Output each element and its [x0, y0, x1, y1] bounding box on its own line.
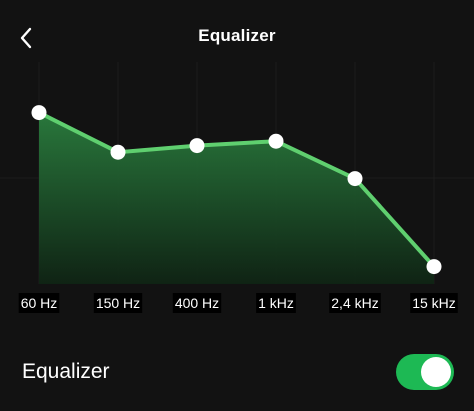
band-label: 400 Hz — [172, 293, 222, 313]
band-label-backdrop — [93, 293, 143, 313]
band-label: 150 Hz — [93, 293, 143, 313]
band-label-backdrop — [18, 293, 60, 313]
equalizer-toggle-row: Equalizer — [0, 338, 474, 411]
band-label-backdrop — [410, 293, 458, 313]
toggle-knob — [421, 357, 451, 387]
page-title: Equalizer — [198, 26, 276, 45]
equalizer-toggle-label: Equalizer — [22, 360, 110, 383]
equalizer-chart: 60 Hz 150 Hz 400 Hz 1 kHz 2,4 kHz 15 kHz — [0, 62, 474, 313]
band-slider-knob[interactable] — [426, 259, 442, 275]
band-label-text: 60 Hz — [21, 295, 58, 311]
band-label-backdrop — [329, 293, 381, 313]
band-label-text: 2,4 kHz — [331, 295, 378, 311]
band-label-text: 150 Hz — [96, 295, 140, 311]
band-slider-knob[interactable] — [110, 144, 126, 160]
band-label: 2,4 kHz — [329, 293, 381, 313]
equalizer-curve-fill — [39, 112, 434, 284]
back-button[interactable] — [10, 20, 42, 56]
band-slider-knob[interactable] — [347, 171, 363, 187]
equalizer-graph: 60 Hz 150 Hz 400 Hz 1 kHz 2,4 kHz 15 kHz — [0, 62, 474, 324]
equalizer-toggle[interactable] — [396, 354, 454, 390]
band-label-text: 400 Hz — [175, 295, 219, 311]
band-label-backdrop — [256, 293, 296, 313]
band-slider-knob[interactable] — [31, 105, 47, 121]
band-slider-knob[interactable] — [189, 138, 205, 154]
band-label: 15 kHz — [410, 293, 458, 313]
band-label-text: 15 kHz — [412, 295, 456, 311]
band-label: 60 Hz — [18, 293, 60, 313]
equalizer-curve-line — [38, 110, 436, 268]
band-label-backdrop — [172, 293, 222, 313]
band-slider-knob[interactable] — [268, 133, 284, 149]
band-label-text: 1 kHz — [258, 295, 294, 311]
header-bar: Equalizer — [0, 0, 474, 76]
chevron-left-icon — [20, 27, 32, 49]
band-label: 1 kHz — [256, 293, 296, 313]
